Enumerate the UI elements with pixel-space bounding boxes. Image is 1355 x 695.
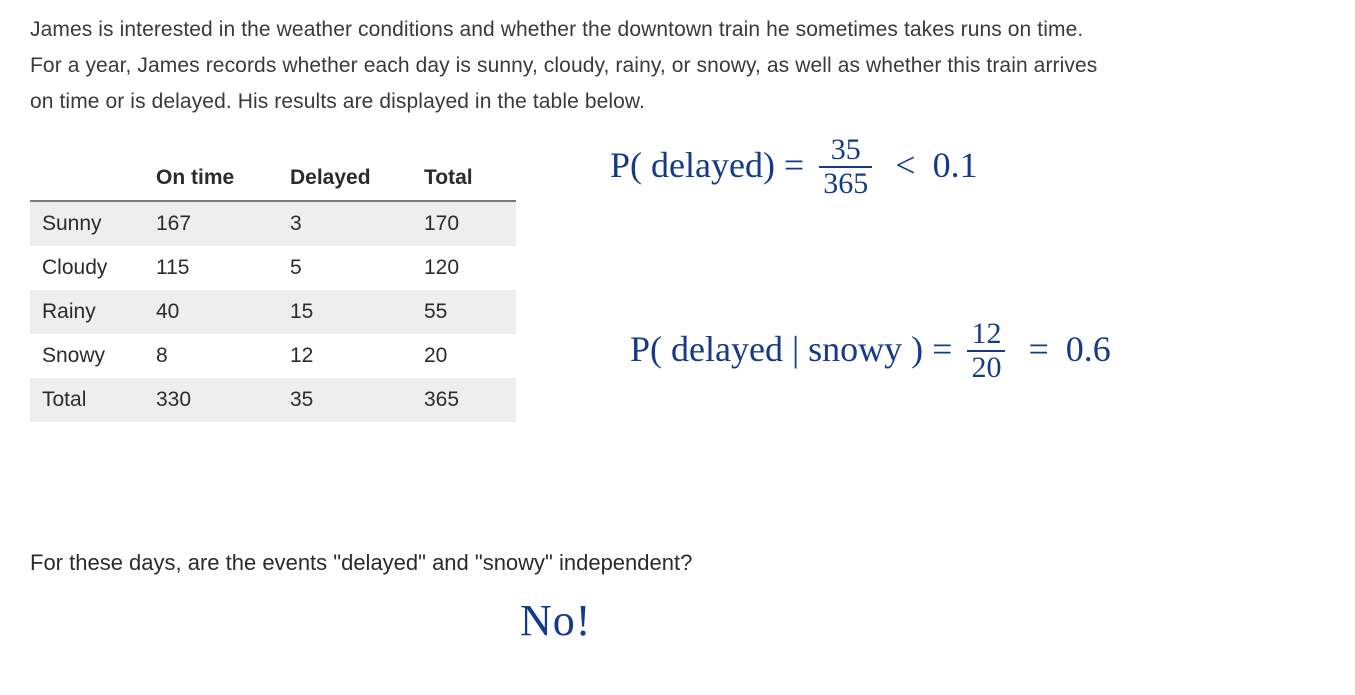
cell: 20 xyxy=(412,334,516,378)
eq2-denominator: 20 xyxy=(967,352,1005,384)
cell: Rainy xyxy=(30,290,144,334)
col-delayed: Delayed xyxy=(278,160,412,201)
table-row: Total 330 35 365 xyxy=(30,378,516,422)
cell: 170 xyxy=(412,201,516,246)
cell: 115 xyxy=(144,246,278,290)
table-header-row: On time Delayed Total xyxy=(30,160,516,201)
cell: Cloudy xyxy=(30,246,144,290)
table-row: Snowy 8 12 20 xyxy=(30,334,516,378)
cell: 35 xyxy=(278,378,412,422)
col-total: Total xyxy=(412,160,516,201)
eq2-fraction: 12 20 xyxy=(967,318,1005,383)
cell: 3 xyxy=(278,201,412,246)
cell: Total xyxy=(30,378,144,422)
handwritten-answer: No! xyxy=(520,595,591,646)
handwritten-eq-p-delayed: P( delayed) = 35 365 < 0.1 xyxy=(610,136,978,201)
eq2-numerator: 12 xyxy=(967,318,1005,352)
table-row: Cloudy 115 5 120 xyxy=(30,246,516,290)
col-on-time: On time xyxy=(144,160,278,201)
table-row: Sunny 167 3 170 xyxy=(30,201,516,246)
cell: 167 xyxy=(144,201,278,246)
col-blank xyxy=(30,160,144,201)
cell: 120 xyxy=(412,246,516,290)
cell: 365 xyxy=(412,378,516,422)
table-row: Rainy 40 15 55 xyxy=(30,290,516,334)
cell: 15 xyxy=(278,290,412,334)
eq1-denominator: 365 xyxy=(819,168,872,200)
cell: 8 xyxy=(144,334,278,378)
cell: 12 xyxy=(278,334,412,378)
eq1-fraction: 35 365 xyxy=(819,134,872,199)
cell: 55 xyxy=(412,290,516,334)
cell: Sunny xyxy=(30,201,144,246)
problem-statement: James is interested in the weather condi… xyxy=(30,12,1120,120)
eq1-numerator: 35 xyxy=(819,134,872,168)
eq1-rhs: 0.1 xyxy=(933,145,978,185)
eq2-equals: = xyxy=(1028,329,1048,369)
handwritten-eq-p-delayed-given-snowy: P( delayed | snowy ) = 12 20 = 0.6 xyxy=(630,320,1111,385)
question-text: For these days, are the events "delayed"… xyxy=(30,550,692,576)
data-table: On time Delayed Total Sunny 167 3 170 Cl… xyxy=(30,160,516,422)
eq1-lhs: P( delayed) = xyxy=(610,145,804,185)
cell: 330 xyxy=(144,378,278,422)
eq2-rhs: 0.6 xyxy=(1066,329,1111,369)
eq2-lhs: P( delayed | snowy ) = xyxy=(630,329,952,369)
cell: 40 xyxy=(144,290,278,334)
eq1-compare: < xyxy=(895,145,915,185)
cell: Snowy xyxy=(30,334,144,378)
cell: 5 xyxy=(278,246,412,290)
